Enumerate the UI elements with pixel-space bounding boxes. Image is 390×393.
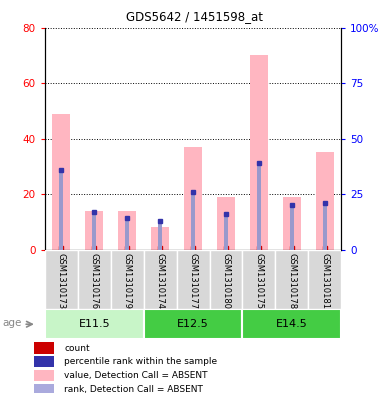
FancyBboxPatch shape <box>177 250 209 309</box>
FancyBboxPatch shape <box>209 250 243 309</box>
FancyBboxPatch shape <box>144 309 243 339</box>
FancyBboxPatch shape <box>243 250 275 309</box>
Text: E14.5: E14.5 <box>276 319 308 329</box>
Bar <box>92 212 96 250</box>
Text: E12.5: E12.5 <box>177 319 209 329</box>
Bar <box>52 114 70 250</box>
Text: age: age <box>3 318 22 328</box>
Bar <box>158 221 162 250</box>
Bar <box>118 211 136 250</box>
FancyBboxPatch shape <box>78 250 111 309</box>
FancyBboxPatch shape <box>144 250 177 309</box>
Text: GSM1310180: GSM1310180 <box>222 252 230 309</box>
Text: percentile rank within the sample: percentile rank within the sample <box>64 357 218 366</box>
Text: rank, Detection Call = ABSENT: rank, Detection Call = ABSENT <box>64 385 203 393</box>
FancyBboxPatch shape <box>275 250 308 309</box>
FancyBboxPatch shape <box>111 250 144 309</box>
Text: value, Detection Call = ABSENT: value, Detection Call = ABSENT <box>64 371 208 380</box>
Text: count: count <box>64 343 90 353</box>
Bar <box>59 170 63 250</box>
Bar <box>34 384 53 393</box>
Bar <box>184 147 202 250</box>
Bar <box>191 192 195 250</box>
Bar <box>257 163 261 250</box>
Bar <box>34 342 53 354</box>
Bar <box>85 211 103 250</box>
Text: GSM1310174: GSM1310174 <box>156 252 165 309</box>
Text: GSM1310175: GSM1310175 <box>254 252 263 309</box>
Text: E11.5: E11.5 <box>78 319 110 329</box>
FancyBboxPatch shape <box>243 309 341 339</box>
Text: GSM1310179: GSM1310179 <box>123 252 132 309</box>
FancyBboxPatch shape <box>45 250 78 309</box>
Text: GSM1310181: GSM1310181 <box>320 252 329 309</box>
Text: GSM1310176: GSM1310176 <box>90 252 99 309</box>
Bar <box>151 227 169 250</box>
Text: GSM1310177: GSM1310177 <box>188 252 198 309</box>
Bar <box>290 205 294 250</box>
Bar <box>224 214 228 250</box>
FancyBboxPatch shape <box>45 309 144 339</box>
Bar <box>34 356 53 367</box>
Bar <box>323 203 327 250</box>
FancyBboxPatch shape <box>308 250 341 309</box>
Bar <box>34 370 53 381</box>
Text: GSM1310173: GSM1310173 <box>57 252 66 309</box>
Bar <box>283 197 301 250</box>
Text: GSM1310178: GSM1310178 <box>287 252 296 309</box>
Bar <box>125 219 129 250</box>
Bar <box>250 55 268 250</box>
Bar <box>316 152 334 250</box>
Text: GDS5642 / 1451598_at: GDS5642 / 1451598_at <box>126 10 264 23</box>
Bar <box>217 197 235 250</box>
